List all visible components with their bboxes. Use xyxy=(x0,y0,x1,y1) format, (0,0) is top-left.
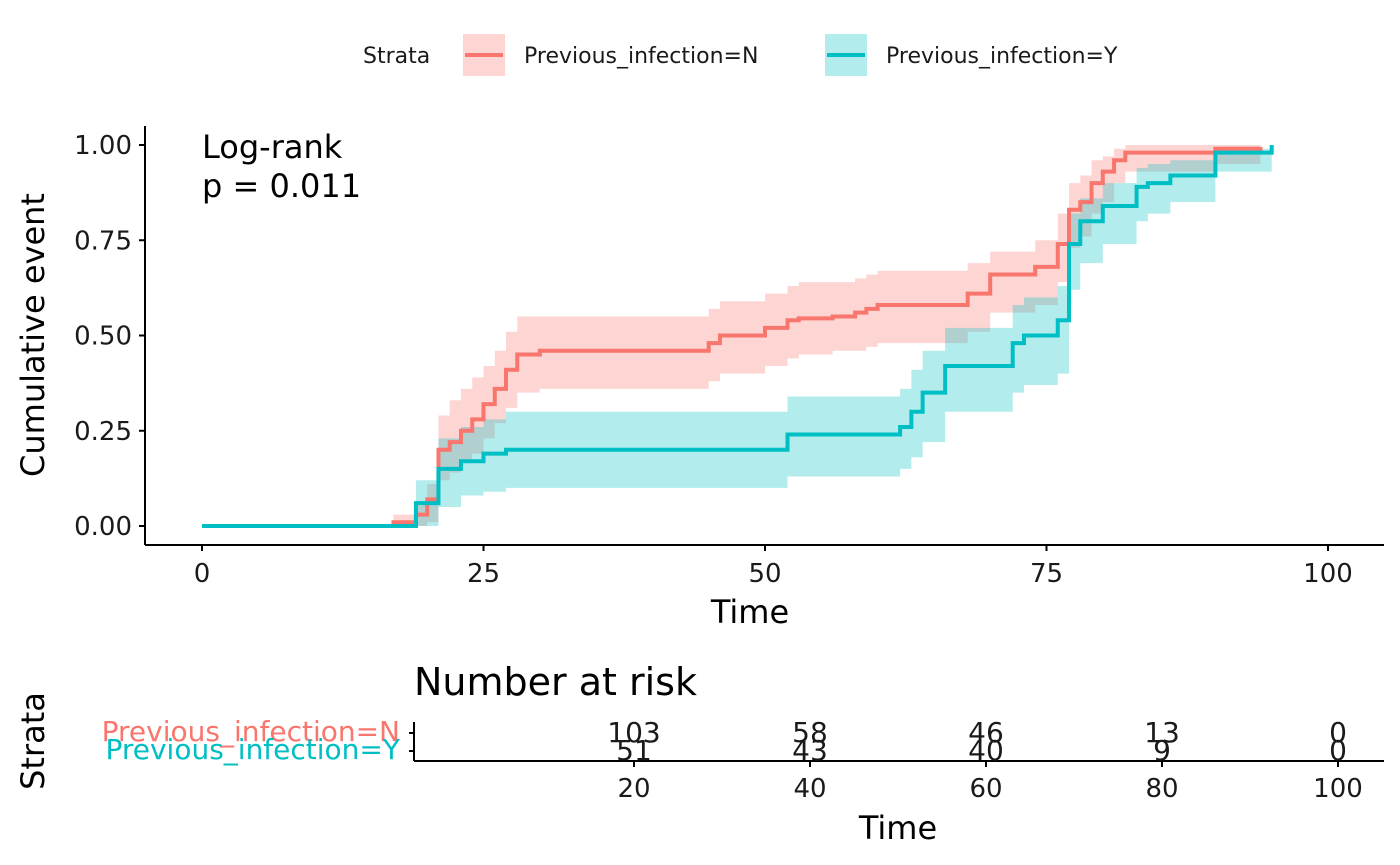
x-tick-label: 100 xyxy=(1303,559,1353,589)
risk-value-y: 0 xyxy=(1329,734,1347,767)
logrank-annotation-line1: Log-rank xyxy=(202,128,343,166)
risk-value-n: 13 xyxy=(1144,716,1180,749)
risk-row-label-y: Previous_infection=Y xyxy=(105,733,400,766)
legend-label-y: Previous_infection=Y xyxy=(886,44,1118,69)
legend-title: Strata xyxy=(363,44,430,69)
x-ticks: 0 25 50 75 100 xyxy=(194,545,1353,589)
y-tick-label: 0.75 xyxy=(74,226,132,256)
logrank-annotation-line2: p = 0.011 xyxy=(202,167,361,205)
x-tick-label: 25 xyxy=(467,559,500,589)
risk-table-x-axis-label: Time xyxy=(858,809,937,847)
risk-x-tick-label: 40 xyxy=(793,774,826,804)
risk-row-label-n: Previous_infection=N xyxy=(102,715,400,748)
risk-value-n: 46 xyxy=(968,716,1004,749)
risk-x-tick-label: 20 xyxy=(617,774,650,804)
y-axis-label: Cumulative event xyxy=(14,193,52,477)
y-tick-label: 0.50 xyxy=(74,322,132,352)
x-axis-label: Time xyxy=(710,593,789,631)
legend-item-n: Previous_infection=N xyxy=(463,34,758,76)
survival-curve-y xyxy=(202,145,1274,528)
risk-x-tick-label: 100 xyxy=(1313,774,1363,804)
survival-curve-n xyxy=(202,146,1263,528)
risk-value-y: 9 xyxy=(1153,734,1171,767)
risk-x-tick-label: 80 xyxy=(1145,774,1178,804)
risk-table-title: Number at risk xyxy=(414,660,697,704)
x-tick-label: 0 xyxy=(194,559,211,589)
risk-x-tick-label: 60 xyxy=(969,774,1002,804)
x-tick-label: 75 xyxy=(1030,559,1063,589)
y-tick-label: 0.25 xyxy=(74,417,132,447)
y-tick-label: 0.00 xyxy=(74,512,132,542)
risk-table: Number at risk Strata Previous_infection… xyxy=(14,660,1384,847)
risk-value-n: 0 xyxy=(1329,716,1347,749)
risk-value-n: 103 xyxy=(607,716,660,749)
x-tick-label: 50 xyxy=(748,559,781,589)
y-ticks: 0.00 0.25 0.50 0.75 1.00 xyxy=(74,131,145,542)
survival-plot: 0.00 0.25 0.50 0.75 1.00 0 25 50 75 100 Cumulati… xyxy=(14,126,1384,631)
risk-values: 103 58 46 13 051 43 40 9 0 xyxy=(607,716,1347,767)
risk-value-n: 58 xyxy=(792,716,828,749)
y-tick-label: 1.00 xyxy=(74,131,132,161)
risk-table-y-axis-label: Strata xyxy=(14,692,52,790)
survival-curves xyxy=(202,145,1274,528)
risk-x-ticks: 20 40 60 80 100 xyxy=(617,761,1363,804)
legend-label-n: Previous_infection=N xyxy=(524,44,758,69)
legend-item-y: Previous_infection=Y xyxy=(825,34,1118,76)
legend: Strata Previous_infection=N Previous_inf… xyxy=(363,34,1118,76)
